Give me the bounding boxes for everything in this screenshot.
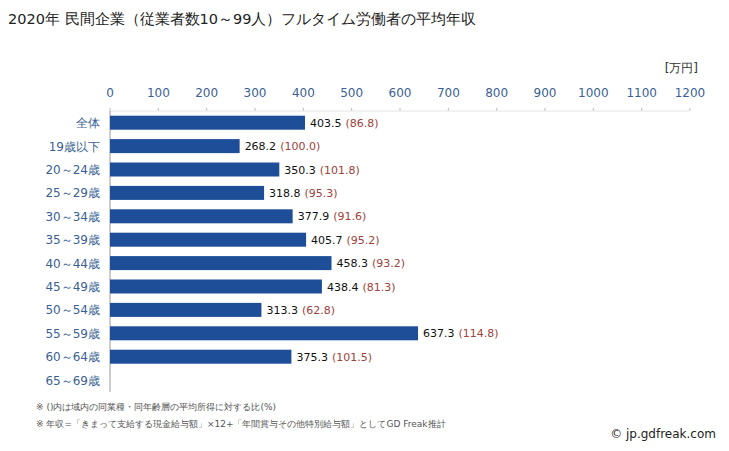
bar [110,116,305,130]
source: © jp.gdfreak.com [610,427,716,441]
tick-label: 700 [437,86,460,100]
category-label: 25～29歳 [45,186,100,200]
ratio-label: (101.8) [320,164,360,177]
bar [110,326,418,340]
data-label: 403.5 [310,117,342,130]
note: ※ ()内は域内の同業種・同年齢層の平均所得に対する比(%) [36,402,276,412]
tick-label: 1200 [675,86,706,100]
axis-line [110,111,690,112]
tick-label: 1000 [578,86,609,100]
ratio-label: (62.8) [302,304,335,317]
bar [110,139,240,153]
ratio-label: (91.6) [333,210,366,223]
ratio-label: (101.5) [332,351,372,364]
bar [110,186,264,200]
tick-label: 800 [485,86,508,100]
bar [110,350,291,364]
chart: 2020年 民間企業（従業者数10～99人）フルタイム労働者の平均年収 [万円] 0… [0,0,729,451]
category-label: 60～64歳 [45,350,100,364]
bars [110,116,418,364]
tick-label: 300 [244,86,267,100]
category-label: 全体 [76,116,100,130]
data-label: 637.3 [423,327,455,340]
category-label: 30～34歳 [45,210,100,224]
category-label: 20～24歳 [45,163,100,177]
note: ※ 年収=「きまって支給する現金給与額」×12+「年間賞与その他特別給与額」とし… [36,419,446,429]
data-label: 350.3 [284,164,316,177]
category-label: 45～49歳 [45,280,100,294]
data-label: 375.3 [296,351,328,364]
bar [110,163,279,177]
category-label: 50～54歳 [45,303,100,317]
tick-label: 400 [292,86,315,100]
category-label: 55～59歳 [45,327,100,341]
tick-label: 900 [534,86,557,100]
bar [110,256,332,270]
data-label: 405.7 [311,234,343,247]
data-label: 313.3 [266,304,298,317]
ratio-label: (95.2) [347,234,380,247]
tick-label: 0 [106,86,114,100]
tick-label: 500 [340,86,363,100]
title: 2020年 民間企業（従業者数10～99人）フルタイム労働者の平均年収 [8,11,476,27]
bar [110,209,293,223]
bar [110,280,322,294]
ratio-label: (95.3) [305,187,338,200]
ratio-label: (86.8) [346,117,379,130]
category-label: 19歳以下 [49,140,100,154]
bar [110,233,306,247]
category-label: 65～69歳 [45,374,100,388]
axis-unit: [万円] [665,61,698,75]
category-label: 40～44歳 [45,257,100,271]
ratio-label: (100.0) [280,140,320,153]
tick-label: 100 [147,86,170,100]
ratio-label: (81.3) [362,281,395,294]
axis-line [110,111,111,392]
ratio-label: (114.8) [459,327,499,340]
bar [110,303,261,317]
data-label: 438.4 [327,281,359,294]
tick-label: 600 [389,86,412,100]
data-label: 318.8 [269,187,301,200]
category-label: 35～39歳 [45,233,100,247]
data-label: 377.9 [298,210,330,223]
tick-label: 1100 [626,86,657,100]
data-label: 268.2 [245,140,277,153]
ratio-label: (93.2) [372,257,405,270]
tick-label: 200 [195,86,218,100]
data-label: 458.3 [337,257,369,270]
